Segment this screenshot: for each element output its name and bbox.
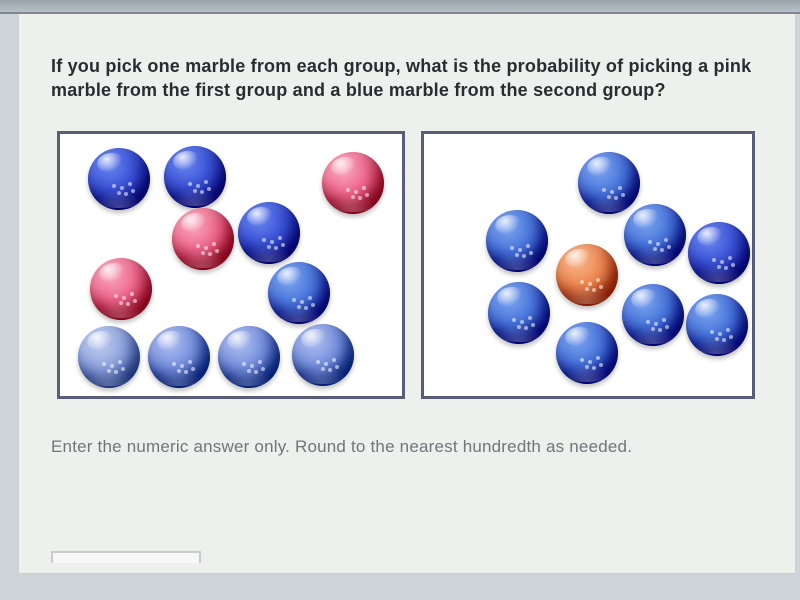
marble-blue_med xyxy=(622,284,684,346)
marble-blue_dark xyxy=(688,222,750,284)
question-card: If you pick one marble from each group, … xyxy=(18,14,796,574)
window-top-strip xyxy=(0,0,800,14)
marble-blue_dark xyxy=(164,146,226,208)
quiz-frame: 1 pts If you pick one marble from each g… xyxy=(0,0,800,600)
marble-blue_light xyxy=(218,326,280,388)
marble-pink xyxy=(322,152,384,214)
marble-groups-row xyxy=(57,131,767,399)
marble-blue_med xyxy=(556,322,618,384)
marble-blue_dark xyxy=(238,202,300,264)
marble-blue_light xyxy=(148,326,210,388)
marble-pink xyxy=(172,208,234,270)
marble-group-2 xyxy=(421,131,755,399)
marble-blue_med xyxy=(686,294,748,356)
marble-blue_dark xyxy=(88,148,150,210)
marble-blue_med xyxy=(268,262,330,324)
marble-blue_med xyxy=(488,282,550,344)
marble-pink xyxy=(90,258,152,320)
marble-group-1 xyxy=(57,131,405,399)
marble-orange xyxy=(556,244,618,306)
marble-blue_med xyxy=(486,210,548,272)
marble-blue_med xyxy=(624,204,686,266)
instruction-text: Enter the numeric answer only. Round to … xyxy=(51,437,767,457)
marble-blue_pale xyxy=(78,326,140,388)
question-text: If you pick one marble from each group, … xyxy=(51,54,767,103)
marble-blue_light xyxy=(292,324,354,386)
answer-input[interactable] xyxy=(51,551,201,563)
